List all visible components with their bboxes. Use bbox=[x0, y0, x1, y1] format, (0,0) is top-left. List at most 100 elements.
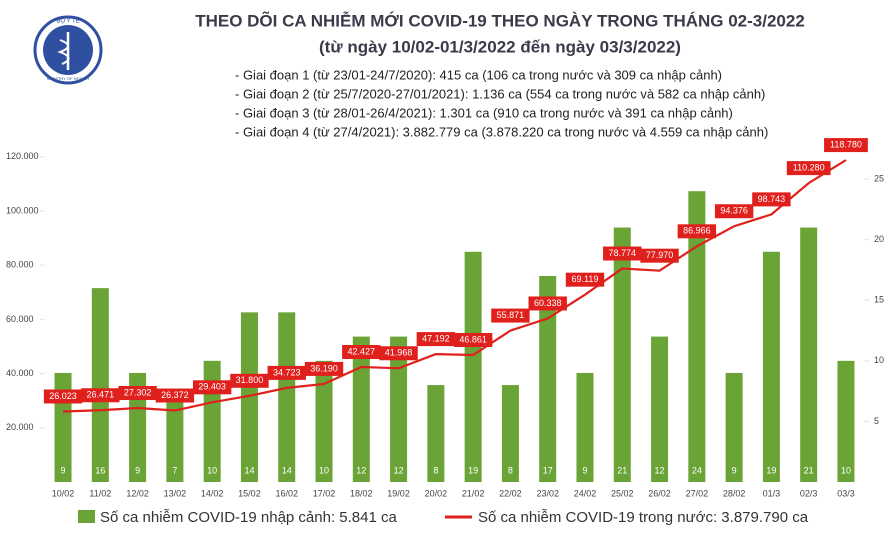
x-tick-label: 16/02 bbox=[275, 488, 298, 498]
x-tick-label: 25/02 bbox=[611, 488, 634, 498]
bar bbox=[613, 227, 631, 482]
y-tick-label: 80.000 bbox=[6, 260, 34, 270]
bar bbox=[688, 191, 706, 482]
value-label: 46.861 bbox=[459, 334, 487, 344]
x-tick-label: 26/02 bbox=[648, 488, 671, 498]
bar bbox=[800, 227, 818, 482]
y-tick-label: 100.000 bbox=[6, 205, 39, 215]
bar bbox=[501, 385, 519, 482]
y-tick-label: 40.000 bbox=[6, 368, 34, 378]
bar-label: 12 bbox=[655, 465, 665, 475]
y2-tick-label: 10 bbox=[874, 355, 884, 365]
value-label-box bbox=[603, 246, 642, 261]
value-label-box bbox=[81, 388, 120, 403]
bar-label: 16 bbox=[95, 465, 105, 475]
value-label-box bbox=[528, 296, 567, 311]
value-label-box bbox=[192, 380, 232, 395]
y-tick-label: 60.000 bbox=[6, 314, 34, 324]
value-label: 98.743 bbox=[758, 194, 786, 204]
logo-subtext: MINISTRY OF HEALTH bbox=[47, 76, 89, 81]
legend-swatch bbox=[78, 510, 95, 523]
value-label: 118.780 bbox=[830, 139, 862, 149]
bar bbox=[725, 372, 743, 482]
bar-label: 9 bbox=[582, 465, 587, 475]
bar-label: 17 bbox=[543, 465, 553, 475]
value-label: 55.871 bbox=[497, 310, 525, 320]
x-tick-label: 14/02 bbox=[201, 488, 224, 498]
x-tick-label: 10/02 bbox=[52, 488, 75, 498]
y-tick-label: 120.000 bbox=[6, 151, 39, 161]
bar-label: 21 bbox=[804, 465, 814, 475]
value-label: 110.280 bbox=[793, 162, 825, 172]
x-tick-label: 27/02 bbox=[686, 488, 709, 498]
logo-snake bbox=[57, 39, 70, 65]
x-tick-label: 20/02 bbox=[425, 488, 448, 498]
value-label: 41.968 bbox=[385, 348, 413, 358]
value-label-box bbox=[342, 345, 381, 360]
value-label: 29.403 bbox=[198, 382, 226, 392]
value-label-box bbox=[677, 224, 717, 239]
bar bbox=[576, 372, 594, 482]
value-label-box bbox=[230, 373, 269, 388]
bar bbox=[352, 336, 370, 482]
x-tick-label: 13/02 bbox=[164, 488, 187, 498]
value-label: 77.970 bbox=[646, 250, 674, 260]
y2-tick-label: 15 bbox=[874, 295, 884, 305]
value-label-box bbox=[752, 192, 791, 207]
bar-label: 21 bbox=[617, 465, 627, 475]
value-label-box bbox=[155, 388, 195, 403]
value-label-box bbox=[453, 332, 493, 347]
value-label-box bbox=[379, 346, 418, 361]
bar bbox=[203, 360, 221, 482]
value-label-box bbox=[43, 389, 83, 404]
bar bbox=[837, 360, 855, 482]
x-tick-label: 15/02 bbox=[238, 488, 261, 498]
value-label: 26.023 bbox=[49, 391, 77, 401]
bar bbox=[390, 336, 408, 482]
note: - Giai đoạn 2 (từ 25/7/2020-27/01/2021):… bbox=[235, 86, 765, 101]
bar-label: 9 bbox=[135, 465, 140, 475]
value-label-box bbox=[824, 138, 868, 153]
x-tick-label: 21/02 bbox=[462, 488, 485, 498]
x-tick-label: 24/02 bbox=[574, 488, 597, 498]
bar bbox=[651, 336, 669, 482]
value-label: 69.119 bbox=[572, 274, 599, 284]
bar-label: 10 bbox=[319, 465, 329, 475]
x-tick-label: 22/02 bbox=[499, 488, 522, 498]
value-label-box bbox=[565, 272, 605, 287]
logo-text: BỘ Y TẾ bbox=[56, 18, 79, 25]
bar bbox=[278, 312, 296, 482]
bar-label: 19 bbox=[766, 465, 776, 475]
value-label: 42.427 bbox=[348, 346, 376, 356]
value-label: 78.774 bbox=[609, 248, 637, 258]
bar-label: 14 bbox=[282, 465, 292, 475]
x-tick-label: 23/02 bbox=[536, 488, 559, 498]
value-label: 26.372 bbox=[161, 390, 189, 400]
bar bbox=[427, 385, 445, 482]
bar bbox=[91, 288, 109, 482]
note: - Giai đoạn 1 (từ 23/01-24/7/2020): 415 … bbox=[235, 67, 722, 82]
x-tick-label: 03/3 bbox=[837, 488, 855, 498]
bar-label: 10 bbox=[841, 465, 851, 475]
bar-label: 8 bbox=[433, 465, 438, 475]
value-label: 26.471 bbox=[87, 390, 115, 400]
bar bbox=[315, 360, 333, 482]
value-label: 36.190 bbox=[310, 363, 338, 373]
bar-label: 12 bbox=[394, 465, 404, 475]
value-label-box bbox=[714, 204, 754, 219]
value-label-box bbox=[491, 308, 530, 323]
value-label-box bbox=[267, 365, 306, 380]
bar-label: 14 bbox=[244, 465, 254, 475]
x-tick-label: 18/02 bbox=[350, 488, 373, 498]
x-tick-label: 17/02 bbox=[313, 488, 336, 498]
chart-title: THEO DÕI CA NHIỄM MỚI COVID-19 THEO NGÀY… bbox=[195, 10, 805, 30]
value-label: 27.302 bbox=[124, 387, 152, 397]
bar-label: 19 bbox=[468, 465, 478, 475]
bar-label: 9 bbox=[732, 465, 737, 475]
bar-label: 24 bbox=[692, 465, 702, 475]
x-tick-label: 19/02 bbox=[387, 488, 410, 498]
legend-label: Số ca nhiễm COVID-19 nhập cảnh: 5.841 ca bbox=[100, 509, 398, 526]
bar bbox=[166, 397, 184, 482]
bar-label: 9 bbox=[61, 465, 66, 475]
